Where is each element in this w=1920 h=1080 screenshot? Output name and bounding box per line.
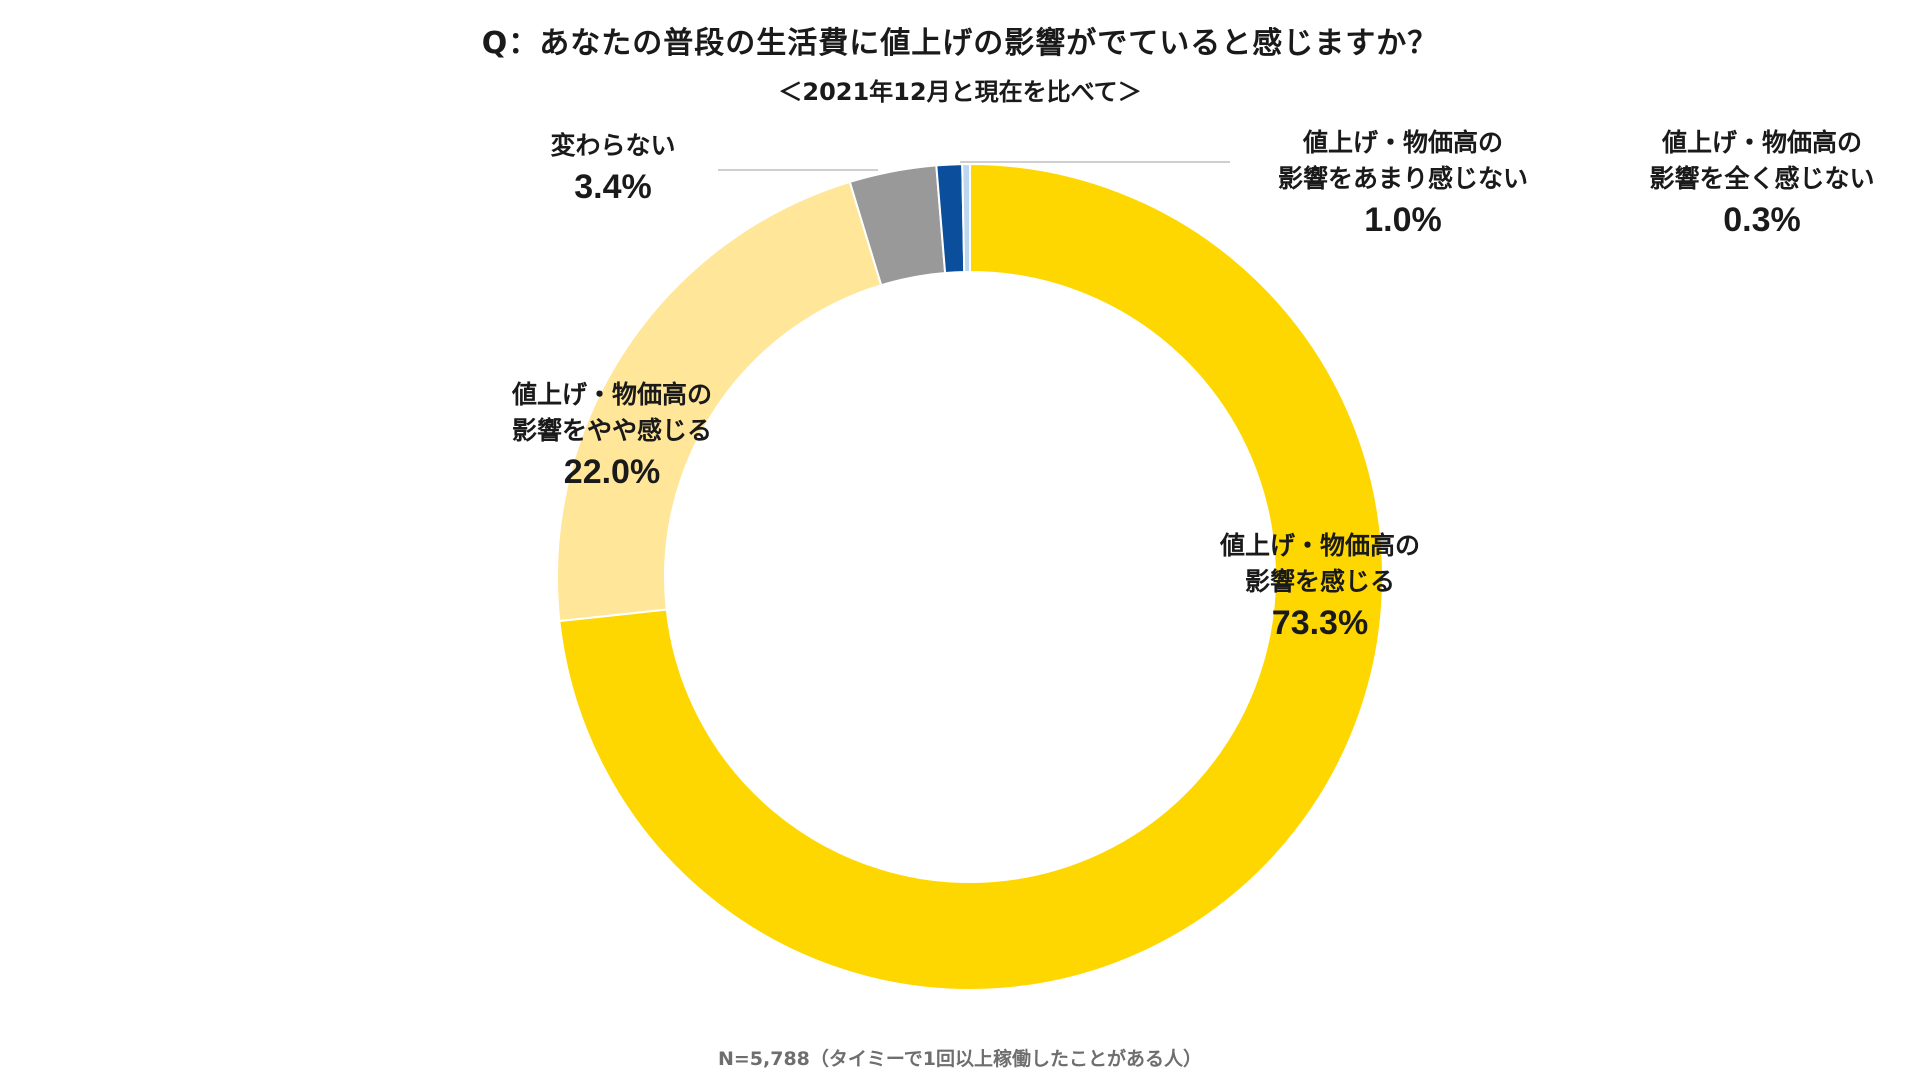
label-feel-strongly: 値上げ・物価高の 影響を感じる 73.3% xyxy=(1220,528,1420,646)
label-unchanged-value: 3.4% xyxy=(574,168,652,206)
label-feel-strongly-line2: 影響を感じる xyxy=(1244,567,1396,596)
label-unchanged: 変わらない 3.4% xyxy=(550,128,675,210)
label-feel-somewhat: 値上げ・物価高の 影響をやや感じる 22.0% xyxy=(512,377,712,495)
slice-feel-somewhat xyxy=(556,180,883,623)
label-not-much-line1: 値上げ・物価高の xyxy=(1302,128,1504,157)
label-not-at-all: 値上げ・物価高の 影響を全く感じない 0.3% xyxy=(1649,125,1874,243)
sample-size-note: N=5,788（タイミーで1回以上稼働したことがある人） xyxy=(717,1048,1202,1070)
label-feel-strongly-line1: 値上げ・物価高の xyxy=(1219,531,1421,560)
leader-lines xyxy=(718,161,1230,171)
chart-title: Q：あなたの普段の生活費に値上げの影響がでていると感じますか？ xyxy=(481,26,1439,61)
label-feel-strongly-value: 73.3% xyxy=(1271,604,1369,642)
donut-slices xyxy=(556,162,1384,991)
slice-not-at-all xyxy=(961,162,971,274)
label-feel-somewhat-line2: 影響をやや感じる xyxy=(511,416,713,445)
chart-subtitle: ＜2021年12月と現在を比べて＞ xyxy=(778,78,1142,106)
label-not-much: 値上げ・物価高の 影響をあまり感じない 1.0% xyxy=(1278,125,1528,243)
label-feel-somewhat-line1: 値上げ・物価高の xyxy=(511,380,713,409)
label-not-at-all-value: 0.3% xyxy=(1723,201,1801,239)
label-feel-somewhat-value: 22.0% xyxy=(563,453,661,491)
label-not-much-value: 1.0% xyxy=(1364,201,1442,239)
label-not-at-all-line2: 影響を全く感じない xyxy=(1649,164,1875,193)
label-not-much-line2: 影響をあまり感じない xyxy=(1277,164,1529,193)
slice-feel-strongly xyxy=(558,162,1384,991)
label-unchanged-line1: 変わらない xyxy=(550,131,676,160)
label-not-at-all-line1: 値上げ・物価高の xyxy=(1661,128,1863,157)
